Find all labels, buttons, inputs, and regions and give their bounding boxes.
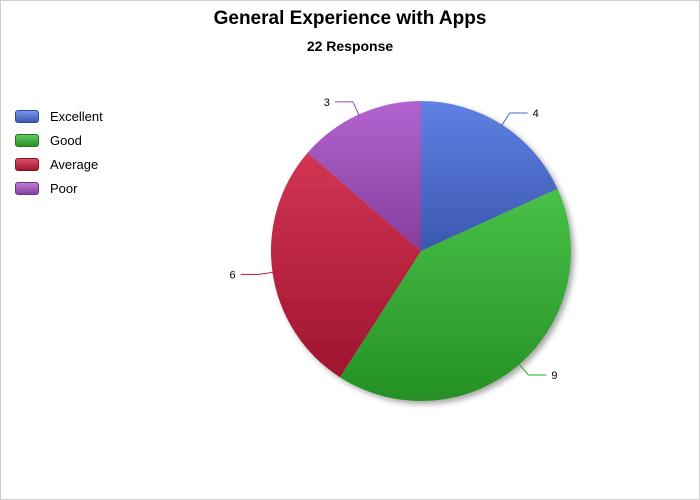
chart-title: General Experience with Apps xyxy=(213,8,487,29)
legend-item-average: Average xyxy=(15,152,103,176)
pie-slice-average xyxy=(271,152,421,378)
leader-line-excellent xyxy=(500,112,528,127)
legend-swatch-excellent xyxy=(15,109,39,123)
leader-line-poor xyxy=(334,101,360,117)
leader-line-good xyxy=(517,362,547,376)
legend: Excellent Good Average Poor xyxy=(15,104,103,200)
legend-swatch-good xyxy=(15,133,39,147)
legend-swatch-poor xyxy=(15,181,39,195)
legend-label-average: Average xyxy=(50,156,99,172)
data-label-good: 9 xyxy=(551,370,557,382)
chart-subtitle: 22 Response xyxy=(306,38,394,54)
legend-label-good: Good xyxy=(50,132,82,148)
legend-item-good: Good xyxy=(15,128,103,152)
data-label-average: 6 xyxy=(230,269,236,281)
pie-slice-poor xyxy=(307,100,421,251)
legend-label-poor: Poor xyxy=(50,180,78,196)
pie-slice-good xyxy=(339,188,572,402)
pie-slices xyxy=(271,100,572,402)
legend-item-excellent: Excellent xyxy=(15,104,103,128)
legend-label-excellent: Excellent xyxy=(50,108,103,124)
legend-item-poor: Poor xyxy=(15,176,103,200)
data-label-poor: 3 xyxy=(324,97,330,109)
leader-line-average xyxy=(240,271,275,275)
legend-swatch-average xyxy=(15,157,39,171)
pie-slice-excellent xyxy=(421,101,558,251)
data-label-excellent: 4 xyxy=(533,108,539,120)
